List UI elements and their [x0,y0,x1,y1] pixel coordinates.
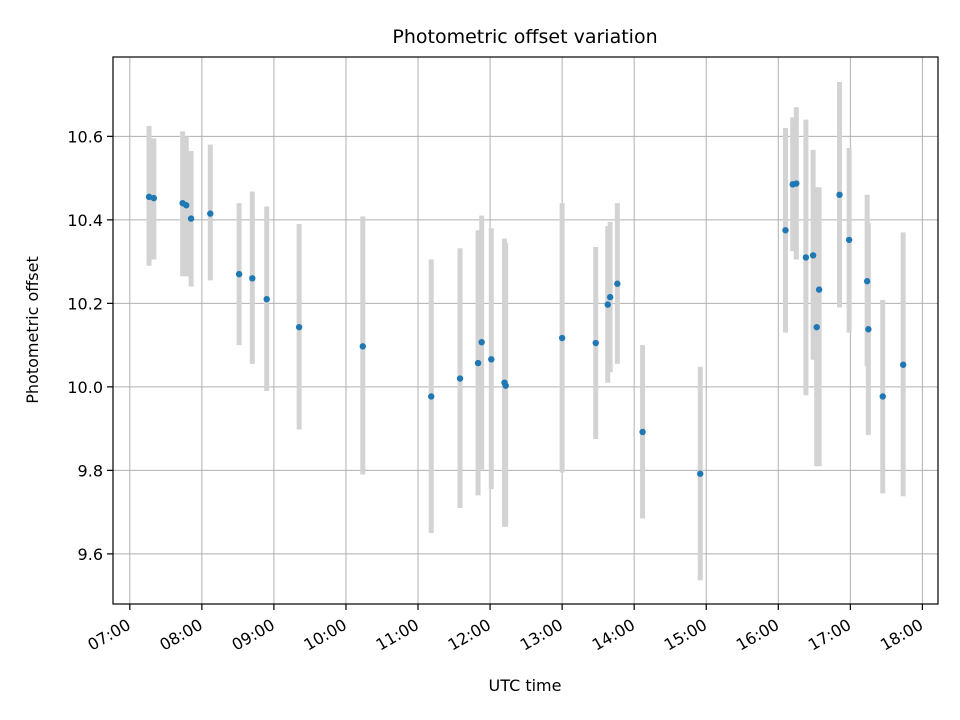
data-point [865,326,872,333]
data-point [606,293,614,301]
data-point [592,339,599,347]
data-point [359,343,366,350]
data-point [263,295,270,303]
y-tick-label: 10.6 [67,127,103,146]
data-point [863,278,871,285]
data-point [488,356,495,363]
data-point [235,270,243,278]
y-tick-label: 9.8 [78,461,103,480]
y-tick-label: 10.2 [67,294,103,313]
data-point [474,359,482,367]
data-point [207,210,214,217]
chart-title: Photometric offset variation [392,26,657,48]
data-point [697,470,704,477]
y-tick-label: 9.6 [78,545,103,564]
data-point [879,393,886,400]
data-point [187,215,195,222]
data-point [183,202,190,209]
data-point [802,254,810,261]
data-point [478,338,485,346]
data-point [815,286,823,293]
data-point [502,382,509,389]
data-point [428,393,435,400]
y-tick-label: 10.0 [67,378,103,397]
y-axis: 9.6 9.8 10.0 10.2 10.4 10.6 [67,127,113,564]
data-point [558,334,566,342]
data-point [150,194,158,202]
data-point [249,275,256,282]
data-point [614,280,621,287]
data-point [809,252,817,259]
y-tick-label: 10.4 [67,211,103,230]
data-point [836,191,843,198]
data-point [793,180,800,187]
x-axis-label: UTC time [489,676,562,695]
data-points [145,180,907,477]
data-point [813,323,820,331]
data-point [295,323,303,331]
data-point [639,428,646,436]
y-axis-label: Photometric offset [23,256,42,404]
data-point [899,361,907,368]
plot-frame [112,56,939,605]
data-point [845,236,853,244]
data-point [456,375,464,382]
data-point [145,193,153,201]
data-point [782,227,789,234]
data-point [604,301,611,308]
